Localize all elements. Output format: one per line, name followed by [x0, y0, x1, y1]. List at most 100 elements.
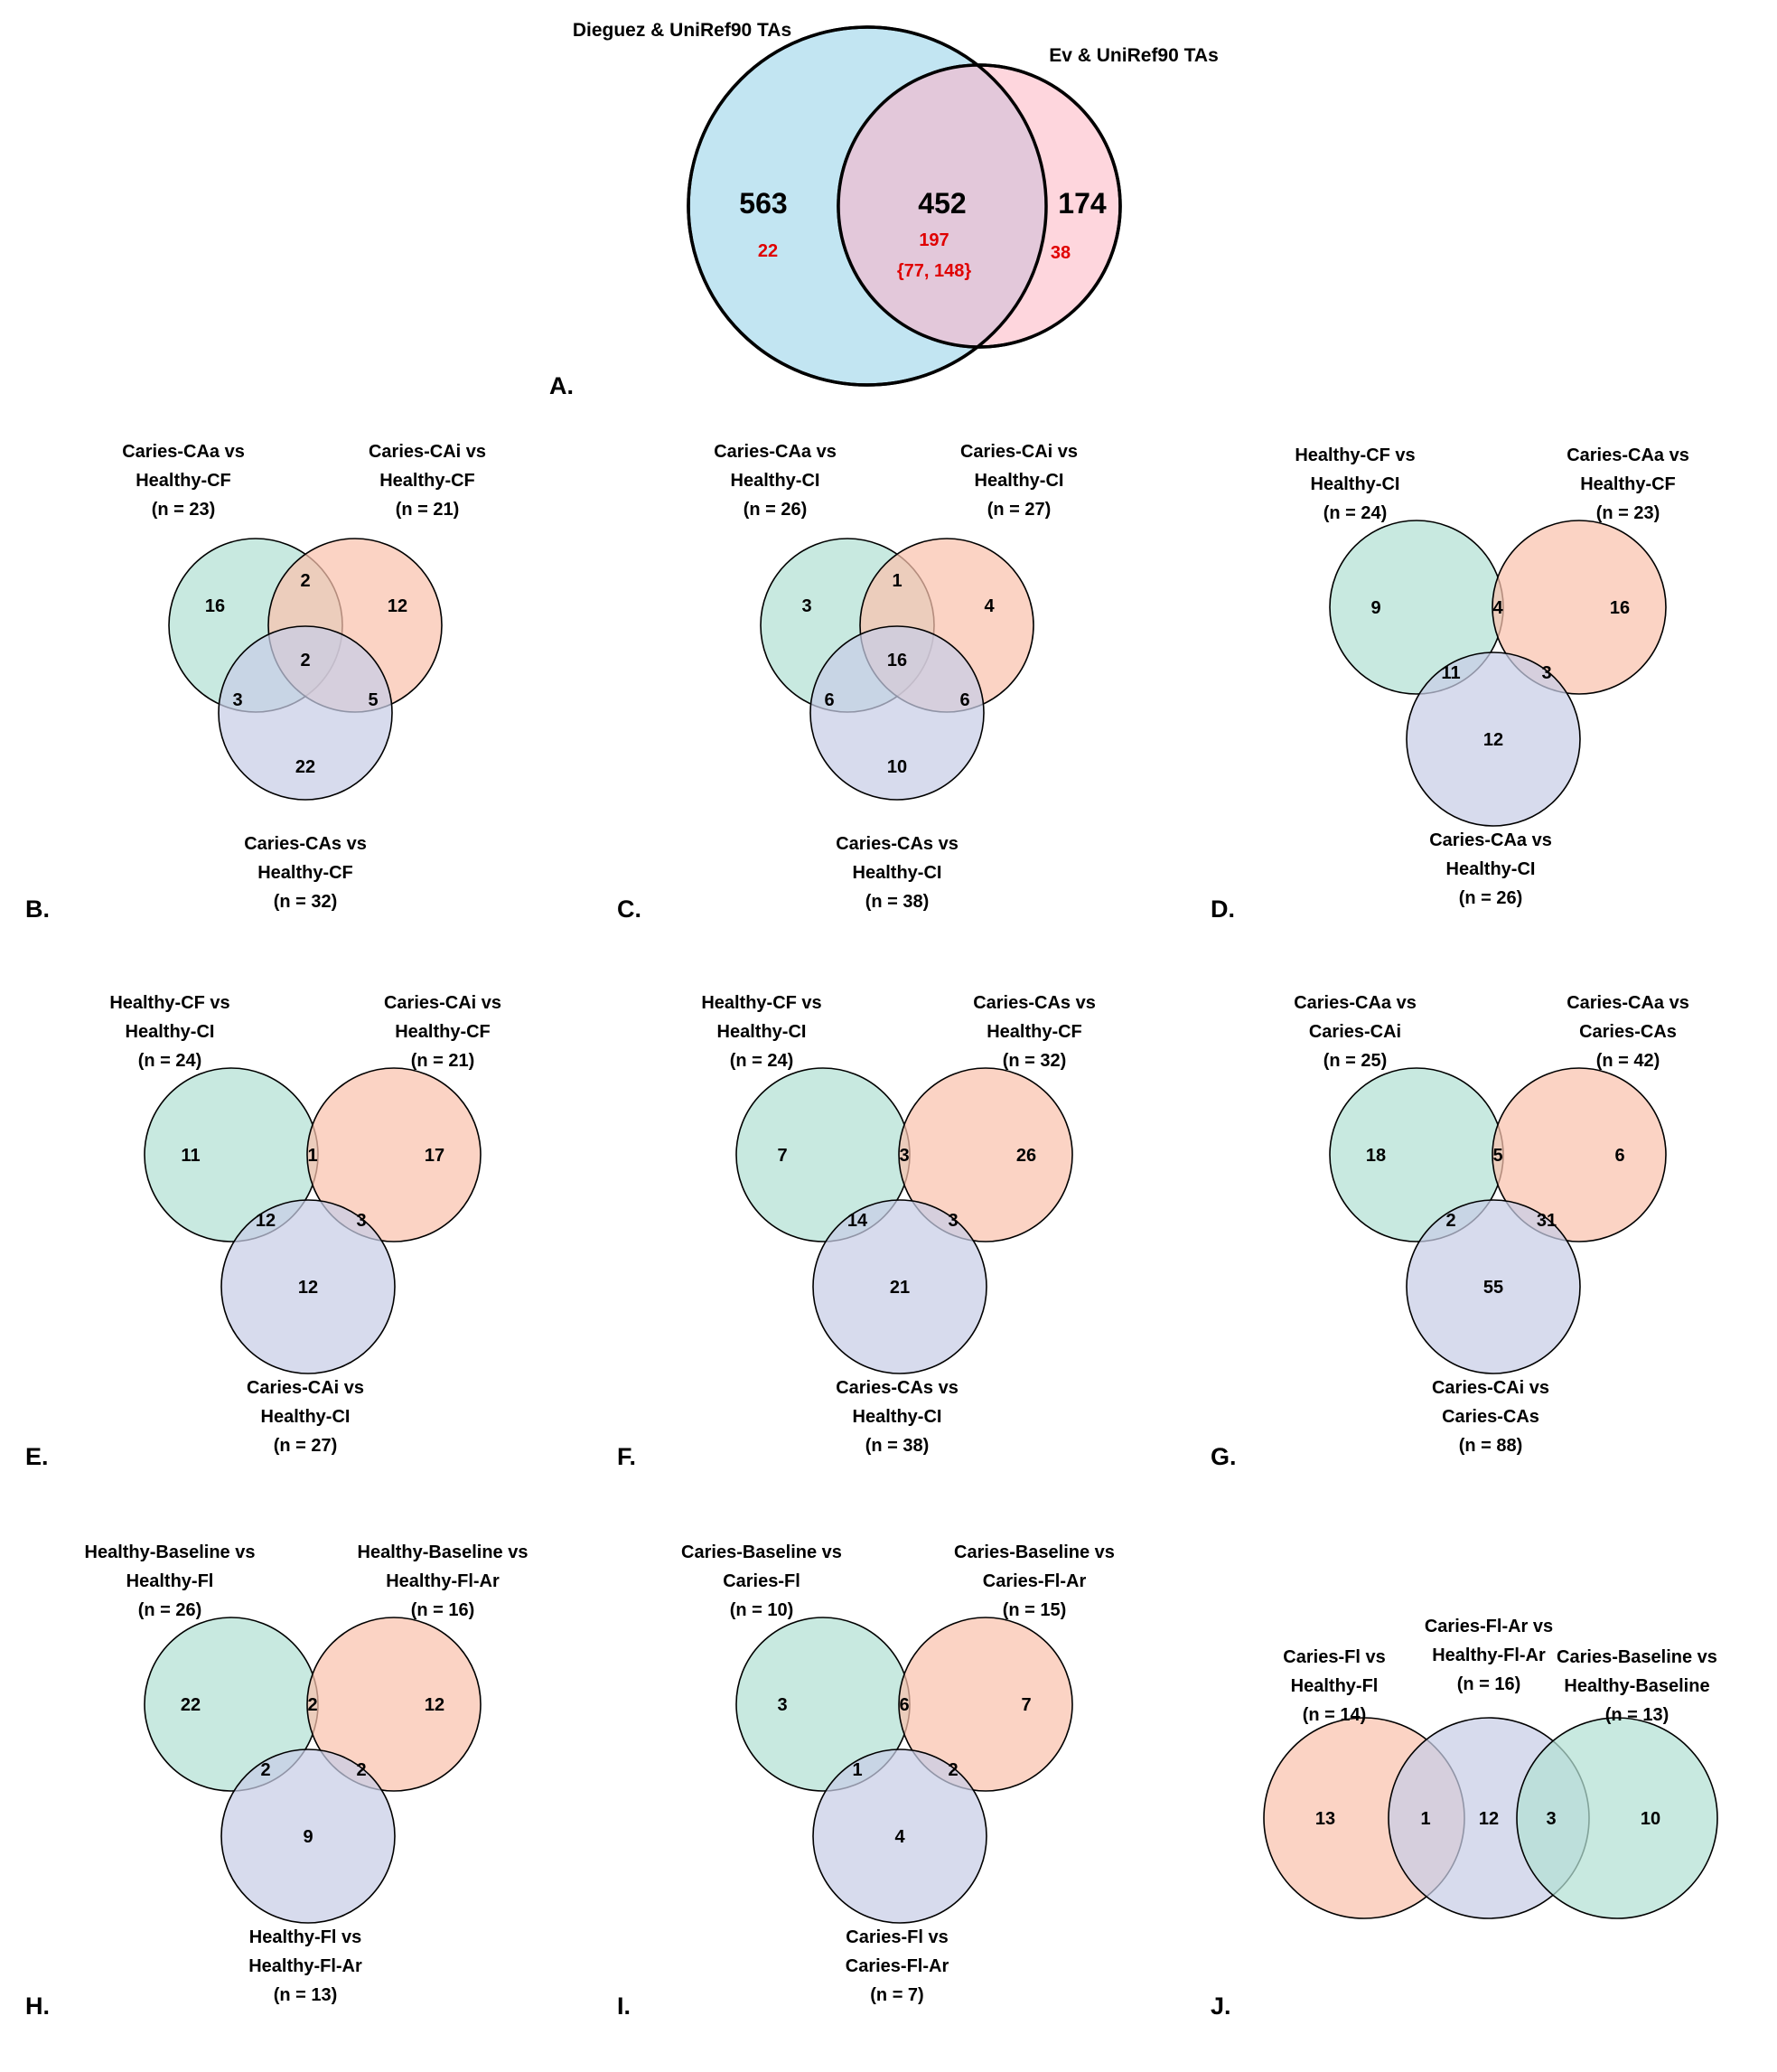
- panel-e-count-bc: 3: [356, 1211, 366, 1231]
- panel-a-left-red-count: 22: [758, 241, 778, 261]
- panel-f-letter: F.: [617, 1443, 636, 1470]
- panel-h-set-label-1-line-0: Healthy-Baseline vs: [358, 1542, 528, 1562]
- panel-i-count-ac: 1: [852, 1760, 862, 1780]
- panel-h-set-label-0-line-1: Healthy-Fl: [126, 1571, 214, 1591]
- panel-j-set-label-1-line-2: (n = 16): [1457, 1674, 1521, 1694]
- panel-e-set-label-2-line-0: Caries-CAi vs: [247, 1378, 364, 1398]
- panel-b-count-abc: 2: [300, 651, 310, 670]
- panel-e-set-label-2-line-2: (n = 27): [274, 1436, 338, 1456]
- panel-e-set-label-2-line-1: Healthy-CI: [261, 1407, 351, 1427]
- panel-j-count-c: 10: [1641, 1809, 1660, 1829]
- panel-c-count-b: 4: [984, 596, 995, 616]
- panel-b-set-label-2-line-2: (n = 32): [274, 892, 338, 912]
- panel-i-set-label-2-line-0: Caries-Fl vs: [846, 1927, 948, 1947]
- panel-g-letter: G.: [1211, 1443, 1237, 1470]
- panel-f-set-label-1-line-2: (n = 32): [1003, 1051, 1067, 1071]
- panel-e-set-label-1-line-2: (n = 21): [411, 1051, 475, 1071]
- panel-b-set-label-0-line-2: (n = 23): [152, 500, 216, 520]
- panel-h-set-label-1-line-2: (n = 16): [411, 1600, 475, 1620]
- panel-h-count-c: 9: [303, 1827, 313, 1847]
- panel-h-count-b: 12: [425, 1695, 444, 1715]
- panel-b-count-b: 12: [388, 596, 407, 616]
- panel-h-set-label-0-line-0: Healthy-Baseline vs: [85, 1542, 256, 1562]
- panel-a-overlap-red-range: {77, 148}: [897, 261, 972, 281]
- panel-f-circle-2: [812, 1199, 987, 1374]
- panel-g-set-label-1-line-2: (n = 42): [1596, 1051, 1660, 1071]
- panel-e: Healthy-CF vs Healthy-CI (n = 24) Caries-CA…: [25, 993, 501, 1470]
- panel-j-count-bc: 3: [1546, 1809, 1556, 1829]
- panel-d-set-label-1-line-1: Healthy-CF: [1580, 474, 1676, 494]
- panel-j: Caries-Fl vs Healthy-Fl (n = 14) Caries-Fl-…: [1211, 1617, 1718, 2020]
- panel-d-count-bc: 3: [1541, 663, 1551, 683]
- panel-f-set-label-2-line-2: (n = 38): [865, 1436, 930, 1456]
- panel-i-set-label-1-line-1: Caries-Fl-Ar: [983, 1571, 1087, 1591]
- panel-b-set-label-0-line-1: Healthy-CF: [136, 471, 231, 491]
- panel-e-letter: E.: [25, 1443, 49, 1470]
- panel-f-set-label-0-line-0: Healthy-CF vs: [701, 993, 821, 1013]
- panel-g-count-b: 6: [1614, 1146, 1624, 1166]
- panel-i-set-label-0-line-1: Caries-Fl: [723, 1571, 800, 1591]
- panel-g-set-label-0-line-0: Caries-CAa vs: [1294, 993, 1417, 1013]
- panel-i-set-label-0-line-0: Caries-Baseline vs: [681, 1542, 842, 1562]
- panel-g-circle-1: [1492, 1067, 1667, 1242]
- panel-j-set-label-2-line-0: Caries-Baseline vs: [1557, 1647, 1717, 1667]
- panel-i-set-label-1-line-2: (n = 15): [1003, 1600, 1067, 1620]
- panel-c-count-abc: 16: [887, 651, 907, 670]
- panel-d-count-a: 9: [1370, 598, 1380, 618]
- panel-g-set-label-1-line-0: Caries-CAa vs: [1567, 993, 1689, 1013]
- panel-a-letter: A.: [549, 372, 574, 399]
- panel-c-set-label-2-line-1: Healthy-CI: [853, 863, 942, 883]
- panel-f-set-label-2-line-1: Healthy-CI: [853, 1407, 942, 1427]
- panel-j-count-ab: 1: [1420, 1809, 1430, 1829]
- panel-e-set-label-0-line-0: Healthy-CF vs: [109, 993, 229, 1013]
- panel-a-overlap-red-count: 197: [919, 230, 949, 250]
- panel-d-set-label-2-line-1: Healthy-CI: [1446, 859, 1536, 879]
- panel-d-count-c: 12: [1483, 730, 1503, 750]
- panel-e-set-label-1-line-1: Healthy-CF: [395, 1022, 491, 1042]
- panel-d-set-label-0-line-1: Healthy-CI: [1311, 474, 1400, 494]
- panel-c-count-bc: 6: [959, 690, 969, 710]
- panel-a-outline-0: [687, 25, 1048, 387]
- panel-g-count-c: 55: [1483, 1278, 1503, 1298]
- panel-f-set-label-1-line-0: Caries-CAs vs: [973, 993, 1096, 1013]
- panel-b-set-label-2-line-0: Caries-CAs vs: [244, 834, 367, 854]
- panel-b-count-c: 22: [295, 757, 315, 777]
- panel-g-count-ac: 2: [1445, 1211, 1455, 1231]
- panel-e-count-c: 12: [298, 1278, 318, 1298]
- panel-e-circle-2: [220, 1199, 396, 1374]
- panel-c-count-ab: 1: [892, 571, 902, 591]
- panel-d-count-ac: 11: [1441, 663, 1460, 683]
- panel-j-set-label-0-line-0: Caries-Fl vs: [1283, 1647, 1385, 1667]
- panel-j-set-label-0-line-1: Healthy-Fl: [1291, 1676, 1379, 1696]
- panel-h-set-label-2-line-0: Healthy-Fl vs: [249, 1927, 361, 1947]
- panel-d-count-b: 16: [1610, 598, 1630, 618]
- panel-d-set-label-2-line-0: Caries-CAa vs: [1429, 830, 1552, 850]
- panel-b-count-ab: 2: [300, 571, 310, 591]
- panel-b-set-label-1-line-0: Caries-CAi vs: [369, 442, 486, 462]
- panel-c-set-label-1-line-1: Healthy-CI: [975, 471, 1064, 491]
- panel-e-set-label-1-line-0: Caries-CAi vs: [384, 993, 501, 1013]
- panel-g-count-a: 18: [1366, 1146, 1386, 1166]
- panel-f-count-ac: 14: [847, 1211, 868, 1231]
- panel-e-count-a: 11: [181, 1146, 200, 1166]
- panel-i-letter: I.: [617, 1992, 631, 2020]
- panel-f-count-a: 7: [777, 1146, 787, 1166]
- panel-j-set-label-1-line-0: Caries-Fl-Ar vs: [1425, 1617, 1553, 1636]
- panel-a-left-title: Dieguez & UniRef90 TAs: [573, 20, 791, 41]
- panel-g-set-label-2-line-1: Caries-CAs: [1442, 1407, 1539, 1427]
- panel-d-circle-2: [1406, 652, 1581, 827]
- panel-j-count-a: 13: [1315, 1809, 1335, 1829]
- panel-h-count-ab: 2: [307, 1695, 317, 1715]
- panel-d-circle-1: [1492, 520, 1667, 695]
- panel-e-circle-1: [306, 1067, 482, 1242]
- panel-b-set-label-1-line-2: (n = 21): [396, 500, 460, 520]
- panel-a-right-title: Ev & UniRef90 TAs: [1049, 45, 1219, 66]
- panel-e-set-label-0-line-2: (n = 24): [138, 1051, 202, 1071]
- panel-d-set-label-1-line-2: (n = 23): [1596, 503, 1660, 523]
- panel-i-circle-2: [812, 1749, 987, 1924]
- panel-d-set-label-0-line-0: Healthy-CF vs: [1295, 445, 1415, 465]
- panel-f-set-label-1-line-1: Healthy-CF: [987, 1022, 1082, 1042]
- panel-a: Dieguez & UniRef90 TAs Ev & UniRef90 TAs…: [549, 20, 1219, 399]
- panel-a-right-red-count: 38: [1051, 243, 1071, 263]
